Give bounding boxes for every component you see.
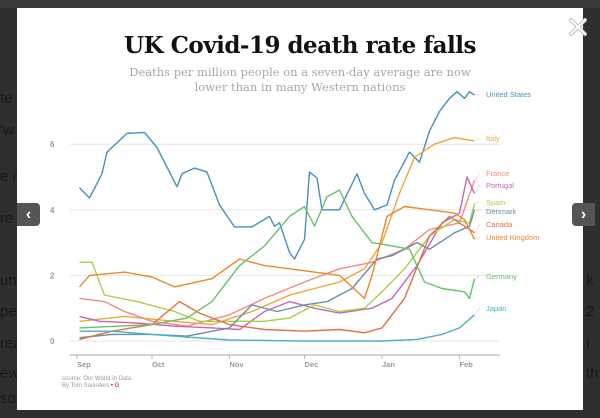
label-leader [475,307,480,315]
series-label: France [486,169,509,178]
y-tick-label: 0 [50,337,55,346]
series-label: United Kingdom [486,233,539,242]
x-tick-label: Oct [152,360,165,369]
chevron-right-icon: › [580,206,587,223]
series-label: Japan [486,304,506,313]
guardian-logo-icon: • G [110,383,120,389]
x-tick-label: Feb [460,360,474,369]
label-leader [475,223,480,233]
series-line-italy [79,136,475,326]
background-text-fragment: rea [0,335,22,352]
next-image-button[interactable]: › [572,203,595,226]
label-leader [475,137,480,142]
byline-text: By Tom Saunders [62,383,110,389]
y-tick-label: 2 [50,271,55,280]
background-text-fragment: th [586,365,599,382]
series-line-united-states [79,91,475,260]
lightbox-modal: UK Covid-19 death rate falls Deaths per … [17,8,587,410]
series-label: Spain [486,198,505,207]
close-button[interactable] [567,16,589,38]
series-line-portugal [79,176,476,331]
series-label: Italy [486,134,500,143]
chevron-left-icon: ‹ [25,206,32,223]
x-tick-label: Jan [382,360,395,369]
background-text-fragment: e n [0,168,21,185]
label-leader [475,209,480,212]
background-text-fragment: k [586,272,594,289]
chart-source: source: Our World in Data By Tom Saunder… [62,376,131,390]
label-leader [475,275,480,279]
background-text-fragment: 'w [0,122,14,139]
label-leader [475,172,480,181]
previous-image-button[interactable]: ‹ [17,203,40,226]
series-line-germany [79,189,476,329]
x-tick-label: Dec [305,360,319,369]
close-x-icon [569,18,587,36]
label-leader [475,184,480,194]
y-tick-label: 6 [50,140,55,149]
series-line-canada [79,215,475,341]
x-tick-label: Nov [230,360,245,369]
series-line-spain [79,203,476,322]
background-page-header [0,0,600,8]
background-text-fragment: ew [0,365,20,382]
series-label: Germany [486,272,517,281]
background-text-fragment: re [0,210,14,227]
background-text-fragment: 2 [586,303,595,320]
line-chart: 0 2 4 6 Sep Oct Nov Dec Jan Feb United States Italy… [50,90,539,369]
series-line-japan [79,314,475,342]
label-leader [475,201,480,204]
series-label: Denmark [486,207,517,216]
series-label: United States [486,90,531,99]
series-label: Canada [486,220,513,229]
chart-subtitle: Deaths per million people on a seven-day… [129,65,471,94]
source-text: source: Our World in Data [62,376,132,382]
series-label: Portugal [486,181,514,190]
y-tick-label: 4 [50,206,55,215]
label-leader [475,236,480,240]
x-tick-label: Sep [77,360,91,369]
background-text-fragment: so [0,390,16,407]
label-leader [475,93,480,96]
series-line-denmark [79,209,476,339]
chart-title: UK Covid-19 death rate falls [124,32,476,59]
background-text-fragment: i [586,335,590,352]
series-line-united-kingdom [78,205,476,300]
series-line-france [79,180,476,327]
